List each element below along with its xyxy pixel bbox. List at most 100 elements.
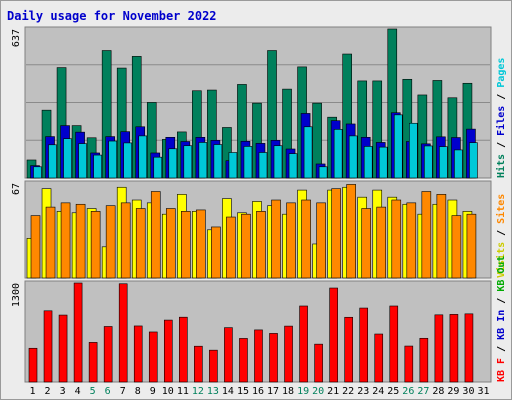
bar-pages [469,142,478,179]
bar-sites [376,206,387,279]
x-tick-label: 3 [60,386,66,397]
bar-sites [301,199,311,279]
bar-pages [33,166,42,179]
x-tick-label: 23 [357,386,369,397]
bar-pages [303,126,313,179]
bar-kb-f [269,333,278,383]
bar-kb-f [299,305,308,383]
bar-sites [90,211,101,279]
bar-kb-f [404,345,414,383]
bar-kb-f [58,314,68,383]
bar-kb-f [163,319,173,383]
x-tick-label: 18 [282,386,294,397]
bar-kb-f [133,325,143,383]
bar-pages [138,135,148,179]
x-tick-label: 2 [45,386,51,397]
bar-sites [135,208,146,279]
x-tick-label: 11 [177,386,189,397]
bar-kb-f [389,305,399,383]
bar-pages [454,149,463,179]
x-tick-label: 4 [75,386,81,397]
legend-2: Visits / Sites [495,194,507,278]
bar-pages [93,154,102,179]
bar-sites [316,202,326,279]
bar-pages [183,145,193,179]
bar-sites [256,211,266,279]
bar-kb-f [374,333,384,383]
bar-kb-f [254,329,263,383]
bar-sites [421,191,432,279]
bar-pages [48,144,57,179]
x-tick-label: 20 [312,386,324,397]
x-tick-label: 10 [162,386,174,397]
bar-sites [30,215,41,279]
bar-kb-f [314,343,323,383]
x-tick-label: 31 [477,386,489,397]
bar-pages [288,153,298,179]
x-tick-label: 19 [297,386,309,397]
bar-sites [211,226,221,279]
x-tick-label: 7 [120,386,126,397]
x-tick-label: 9 [150,386,156,397]
legend-item: / [496,224,507,242]
x-tick-label: 21 [327,386,339,397]
bar-pages [123,142,132,179]
legend-item: / [496,88,507,106]
bar-sites [391,199,402,279]
bar-pages [273,145,283,179]
legend-1: Hits / Files / Pages [495,58,507,178]
x-tick-label: 24 [372,386,384,397]
bar-sites [105,205,116,279]
legend-item: KB F [496,358,507,382]
bar-kb-f [329,287,338,383]
bar-kb-f [239,338,248,383]
bar-pages [363,146,373,179]
legend-item: Hits [495,154,507,178]
bar-pages [318,166,328,179]
legend-3: KB F / KB In / KB Out [496,256,507,382]
bar-sites [406,202,417,279]
bar-sites [331,188,341,279]
x-tick-label: 30 [462,386,474,397]
legend-item: / [496,292,507,310]
bar-sites [346,184,356,279]
bar-pages [243,146,253,179]
x-tick-label: 27 [417,386,429,397]
bar-kb-f [464,313,474,383]
legend-item: / [496,136,507,154]
bar-pages [228,152,238,179]
y-max-label: 1300 [11,283,22,307]
bar-sites [150,191,161,279]
y-max-label: 637 [11,29,22,47]
x-tick-label: 15 [237,386,249,397]
bar-pages [198,142,208,179]
x-tick-label: 1 [30,386,36,397]
bar-kb-f [179,316,188,383]
legend-item: Pages [496,58,507,88]
legend-item: KB In [496,310,507,340]
bar-pages [333,129,343,179]
bar-kb-f [344,316,353,383]
bar-pages [393,114,403,179]
bar-kb-f [284,325,293,383]
bar-kb-f [73,282,83,383]
x-tick-label: 29 [447,386,459,397]
x-tick-label: 12 [192,386,204,397]
bar-pages [378,146,388,179]
bar-sites [451,215,462,279]
x-tick-label: 26 [402,386,414,397]
bar-kb-f [209,349,218,383]
bar-kb-f [118,283,128,383]
bar-sites [75,203,86,279]
bar-kb-f [148,331,158,383]
x-tick-label: 28 [432,386,444,397]
bar-pages [108,140,117,179]
bar-sites [45,206,56,279]
x-tick-label: 5 [90,386,96,397]
bar-sites [286,202,296,279]
bar-kb-f [88,342,98,383]
bar-pages [258,152,268,179]
bar-sites [466,213,477,279]
